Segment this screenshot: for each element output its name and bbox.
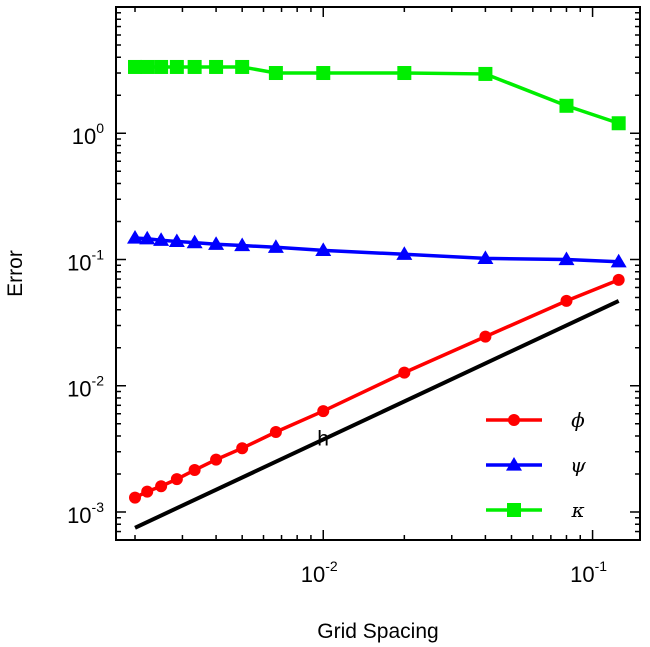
data-point-triangle	[234, 237, 251, 252]
data-point-square	[559, 98, 574, 113]
reference-line-label: h	[317, 427, 329, 450]
data-point-circle	[141, 485, 154, 498]
data-point-square	[268, 66, 283, 81]
legend-label: ψ	[570, 453, 586, 477]
data-point-square	[128, 59, 143, 74]
reference-line-group	[134, 299, 620, 530]
data-point-circle	[560, 294, 573, 307]
data-point-triangle	[315, 242, 332, 257]
data-point-circle	[210, 453, 223, 466]
data-point-circle	[508, 414, 520, 426]
data-point-triangle	[186, 234, 203, 249]
data-point-triangle	[610, 253, 627, 268]
data-point-triangle	[267, 239, 284, 253]
y-tick-label: 10-2	[67, 373, 104, 402]
legend-entry: ϕ	[486, 408, 585, 432]
data-point-circle	[188, 464, 201, 477]
data-point-circle	[479, 330, 492, 343]
x-tick-label: 10-2	[301, 558, 338, 587]
y-axis-label: Error	[4, 250, 27, 297]
data-point-square	[611, 116, 626, 131]
data-point-triangle	[477, 250, 494, 265]
series-square	[128, 59, 626, 131]
legend-entry: κ	[486, 498, 585, 522]
data-point-triangle	[558, 251, 575, 266]
y-tick-label: 100	[72, 120, 104, 149]
x-tick-label: 10-1	[570, 558, 607, 587]
series-triangle	[127, 230, 627, 268]
series-line	[135, 65, 620, 125]
data-point-square	[154, 59, 169, 74]
series-circle	[129, 273, 625, 504]
data-point-square	[397, 66, 412, 81]
data-point-circle	[170, 473, 183, 486]
y-tick-label: 10-3	[67, 499, 104, 528]
reference-line-h	[134, 299, 620, 530]
data-point-square	[140, 59, 155, 74]
x-axis-label: Grid Spacing	[317, 620, 438, 643]
tick-marks	[116, 6, 640, 541]
tick-labels: 10-2 10-1 10-3 10-2 10-1 100	[67, 120, 607, 587]
data-point-square	[316, 66, 331, 81]
legend-entry: ψ	[486, 453, 586, 477]
data-point-triangle	[127, 230, 144, 244]
data-point-square	[187, 59, 202, 74]
data-point-triangle	[208, 236, 225, 250]
data-point-triangle	[168, 233, 185, 248]
data-point-circle	[398, 366, 411, 379]
data-point-triangle	[153, 232, 170, 246]
series-line	[134, 278, 620, 500]
series-line	[134, 236, 619, 264]
data-point-circle	[269, 426, 282, 439]
y-tick-label: 10-1	[67, 246, 104, 275]
legend: ϕψκ	[486, 408, 586, 522]
data-point-square	[507, 503, 521, 517]
series-group	[127, 59, 627, 504]
data-point-circle	[317, 405, 330, 418]
data-point-square	[209, 59, 224, 74]
legend-label: κ	[570, 498, 584, 522]
data-point-square	[235, 59, 250, 74]
data-point-square	[478, 66, 493, 81]
data-point-circle	[236, 442, 249, 455]
data-point-circle	[612, 273, 625, 286]
data-point-triangle	[506, 457, 522, 471]
data-point-square	[169, 59, 184, 74]
plot-frame	[115, 6, 641, 541]
data-point-circle	[155, 480, 168, 493]
data-point-circle	[129, 491, 142, 504]
legend-label: ϕ	[571, 408, 585, 432]
data-point-triangle	[139, 230, 156, 245]
data-point-triangle	[396, 246, 413, 260]
